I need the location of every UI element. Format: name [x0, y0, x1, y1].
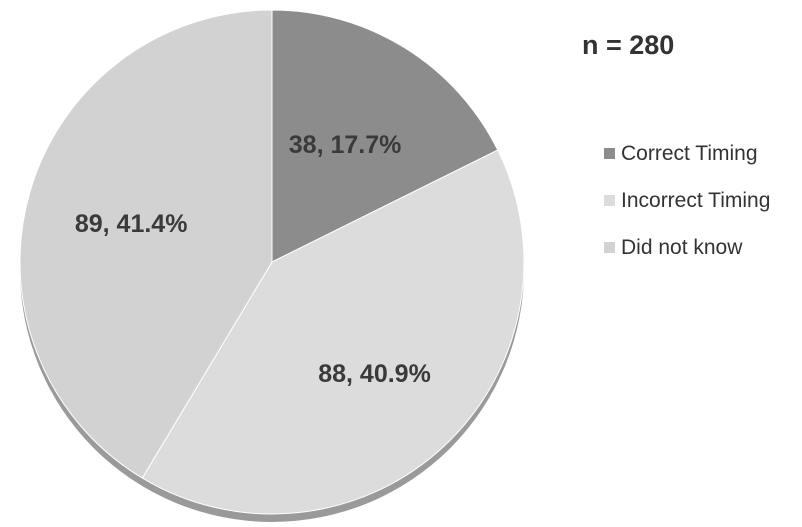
legend-swatch-did-not-know: [604, 242, 615, 253]
legend-swatch-incorrect-timing: [604, 195, 615, 206]
legend-item-incorrect-timing: Incorrect Timing: [604, 177, 800, 224]
legend-label-incorrect-timing: Incorrect Timing: [621, 188, 771, 212]
legend-item-correct-timing: Correct Timing: [604, 130, 800, 177]
legend-label-correct-timing: Correct Timing: [621, 141, 758, 165]
pie-slices: [19, 9, 525, 515]
pie-slice-did-not-know: [19, 9, 273, 479]
legend-item-did-not-know: Did not know: [604, 224, 800, 271]
legend-label-did-not-know: Did not know: [621, 235, 743, 259]
slice-label-incorrect-timing: 88, 40.9%: [318, 360, 431, 388]
pie-slice-correct-timing: [271, 9, 499, 263]
sample-size-annotation: n = 280: [582, 30, 675, 60]
slice-labels: 38, 17.7% 88, 40.9% 89, 41.4%: [75, 131, 431, 388]
legend: Correct Timing Incorrect Timing Did not …: [604, 130, 800, 271]
legend-swatch-correct-timing: [604, 148, 615, 159]
slice-label-correct-timing: 38, 17.7%: [289, 131, 402, 159]
pie-slice-incorrect-timing: [141, 149, 525, 515]
slice-label-did-not-know: 89, 41.4%: [75, 210, 188, 238]
